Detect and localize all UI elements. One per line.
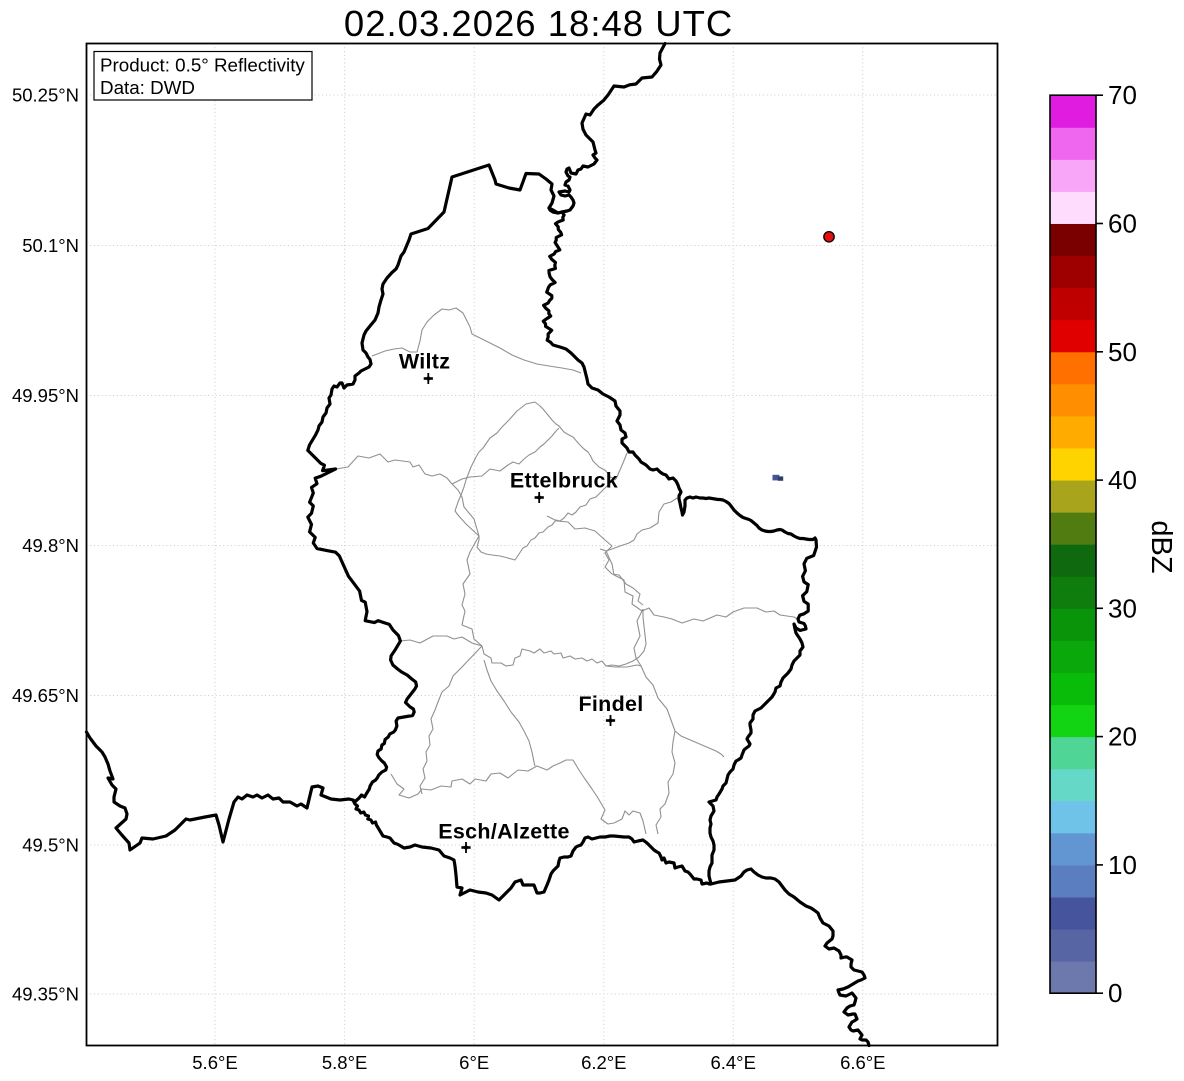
svg-text:50.1°N: 50.1°N	[22, 235, 79, 256]
svg-text:Product: 0.5° Reflectivity: Product: 0.5° Reflectivity	[100, 55, 305, 76]
svg-text:02.03.2026 18:48 UTC: 02.03.2026 18:48 UTC	[344, 3, 733, 44]
svg-text:Findel: Findel	[578, 692, 643, 716]
svg-text:Esch/Alzette: Esch/Alzette	[438, 820, 569, 844]
svg-text:49.8°N: 49.8°N	[22, 535, 79, 556]
svg-text:30: 30	[1108, 593, 1137, 623]
svg-text:0: 0	[1108, 978, 1122, 1008]
svg-text:6.2°E: 6.2°E	[581, 1052, 626, 1073]
svg-text:Wiltz: Wiltz	[399, 350, 450, 374]
svg-text:5.6°E: 5.6°E	[192, 1052, 237, 1073]
svg-text:49.95°N: 49.95°N	[12, 385, 79, 406]
svg-text:6.4°E: 6.4°E	[710, 1052, 755, 1073]
svg-text:5.8°E: 5.8°E	[322, 1052, 367, 1073]
svg-text:Data: DWD: Data: DWD	[100, 77, 195, 98]
svg-text:49.35°N: 49.35°N	[12, 984, 79, 1005]
svg-text:6.6°E: 6.6°E	[840, 1052, 885, 1073]
svg-text:Ettelbruck: Ettelbruck	[510, 469, 618, 493]
svg-text:49.65°N: 49.65°N	[12, 685, 79, 706]
svg-text:50.25°N: 50.25°N	[12, 85, 79, 106]
svg-text:70: 70	[1108, 80, 1137, 110]
svg-text:20: 20	[1108, 722, 1137, 752]
svg-text:dBZ: dBZ	[1145, 520, 1177, 573]
svg-text:6°E: 6°E	[459, 1052, 489, 1073]
svg-text:49.5°N: 49.5°N	[22, 835, 79, 856]
svg-text:40: 40	[1108, 465, 1137, 495]
svg-text:10: 10	[1108, 850, 1137, 880]
svg-text:60: 60	[1108, 209, 1137, 239]
svg-text:50: 50	[1108, 337, 1137, 367]
